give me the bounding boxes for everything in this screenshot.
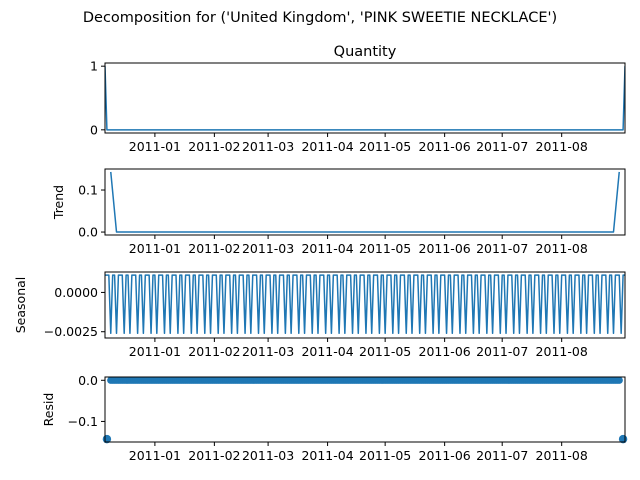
x-tick-label: 2011-07	[476, 344, 528, 359]
resid-y-axis-label: Resid	[41, 393, 56, 427]
x-tick-label: 2011-02	[188, 448, 240, 463]
quantity-series-group	[105, 66, 625, 131]
quantity-axes-title: Quantity	[334, 44, 397, 60]
x-tick-label: 2011-03	[242, 139, 294, 154]
seasonal-axes-frame	[104, 271, 626, 339]
x-tick-label: 2011-07	[476, 139, 528, 154]
resid-axes-frame	[104, 376, 626, 443]
y-tick-label: 0.0	[78, 225, 98, 240]
seasonal-series-line	[105, 274, 625, 335]
x-tick-label: 2011-02	[188, 241, 240, 256]
x-tick-label: 2011-05	[359, 448, 411, 463]
x-tick-label: 2011-05	[359, 241, 411, 256]
trend-axes-frame	[104, 168, 626, 236]
x-tick-label: 2011-02	[188, 344, 240, 359]
y-tick-label: −0.1	[68, 414, 98, 429]
figure-title: Decomposition for ('United Kingdom', 'PI…	[83, 10, 557, 26]
x-tick-label: 2011-05	[359, 344, 411, 359]
axes-root: 2011-01 2011-02 2011-03 2011-04 2011-05 2011-…	[13, 44, 628, 463]
panel-trend: 2011-01 2011-02 2011-03 2011-04 2011-05 2011-…	[51, 168, 626, 256]
x-tick-label: 2011-03	[242, 241, 294, 256]
x-tick-label: 2011-01	[129, 241, 181, 256]
x-tick-label: 2011-07	[476, 448, 528, 463]
x-tick-label: 2011-01	[129, 139, 181, 154]
seasonal-series-group	[105, 274, 625, 335]
x-tick-label: 2011-01	[129, 448, 181, 463]
seasonal-y-axis-label: Seasonal	[13, 277, 28, 334]
y-tick-label: 0	[90, 122, 98, 137]
x-tick-label: 2011-02	[188, 139, 240, 154]
x-tick-label: 2011-04	[301, 448, 353, 463]
y-tick-label: 0.0000	[54, 285, 98, 300]
x-tick-label: 2011-08	[536, 448, 588, 463]
x-tick-label: 2011-08	[536, 139, 588, 154]
x-tick-label: 2011-01	[129, 344, 181, 359]
x-tick-label: 2011-03	[242, 448, 294, 463]
trend-y-axis-label: Trend	[51, 185, 66, 220]
panel-quantity: 2011-01 2011-02 2011-03 2011-04 2011-05 2011-…	[90, 44, 626, 154]
trend-series-group	[110, 171, 620, 233]
y-tick-label: −0.0025	[44, 324, 98, 339]
quantity-series-line	[105, 66, 625, 131]
quantity-axes-frame	[104, 62, 626, 134]
x-tick-label: 2011-06	[419, 344, 471, 359]
x-tick-label: 2011-08	[536, 241, 588, 256]
x-tick-label: 2011-04	[301, 139, 353, 154]
x-tick-label: 2011-04	[301, 344, 353, 359]
x-tick-label: 2011-05	[359, 139, 411, 154]
panel-seasonal: 2011-01 2011-02 2011-03 2011-04 2011-05 2011-…	[13, 271, 626, 359]
x-tick-label: 2011-08	[536, 344, 588, 359]
y-tick-label: 0.0	[78, 373, 98, 388]
x-tick-label: 2011-07	[476, 241, 528, 256]
trend-series-line	[110, 171, 620, 233]
y-tick-label: 0.1	[78, 183, 98, 198]
panel-resid: 2011-01 2011-02 2011-03 2011-04 2011-05 2011-…	[41, 373, 628, 463]
x-tick-label: 2011-06	[419, 139, 471, 154]
resid-series-group	[107, 377, 623, 384]
x-tick-label: 2011-06	[419, 241, 471, 256]
x-tick-label: 2011-03	[242, 344, 294, 359]
resid-point	[615, 377, 623, 384]
y-tick-label: 1	[90, 59, 98, 74]
x-tick-label: 2011-06	[419, 448, 471, 463]
x-tick-label: 2011-04	[301, 241, 353, 256]
